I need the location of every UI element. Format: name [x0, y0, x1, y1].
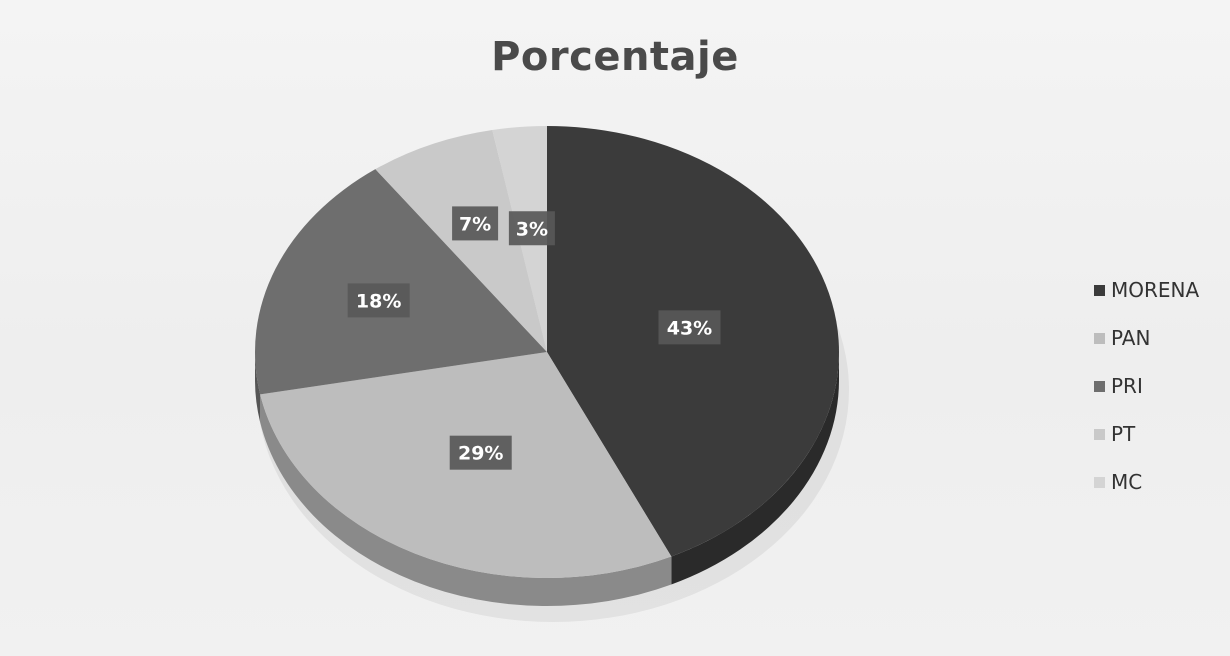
data-label-pt: 7%	[452, 206, 499, 241]
pie-side-pan	[260, 394, 672, 606]
legend-item-pan: PAN	[1094, 314, 1214, 362]
legend-swatch-pt	[1094, 428, 1105, 440]
legend-swatch-pan	[1094, 332, 1105, 344]
data-label-pri: 18%	[347, 283, 410, 318]
legend-item-pt: PT	[1094, 410, 1214, 458]
legend: MORENA PAN PRI PT MC	[1094, 266, 1214, 506]
legend-swatch-mc	[1094, 476, 1105, 488]
svg-text:3%: 3%	[516, 218, 548, 240]
pie-side-walls	[255, 352, 839, 606]
legend-label-pt: PT	[1111, 422, 1136, 446]
svg-text:29%: 29%	[458, 443, 503, 465]
pie-slice-pri	[254, 169, 547, 395]
legend-label-morena: MORENA	[1111, 278, 1200, 302]
legend-swatch-morena	[1094, 284, 1105, 296]
svg-text:43%: 43%	[667, 317, 712, 339]
data-label-mc: 3%	[508, 211, 555, 246]
legend-item-pri: PRI	[1094, 362, 1214, 410]
pie-side-pri	[255, 352, 261, 423]
pie-slice-pt	[375, 130, 547, 352]
legend-label-mc: MC	[1111, 470, 1143, 494]
legend-item-mc: MC	[1094, 458, 1214, 506]
svg-text:18%: 18%	[356, 290, 401, 312]
data-label-morena: 43%	[658, 310, 721, 345]
legend-label-pan: PAN	[1111, 326, 1151, 350]
data-label-pan: 29%	[449, 435, 512, 470]
chart-title: Porcentaje	[491, 34, 739, 80]
legend-swatch-pri	[1094, 380, 1105, 392]
svg-text:7%: 7%	[459, 213, 491, 235]
pie-side-morena	[671, 352, 839, 585]
legend-label-pri: PRI	[1111, 374, 1143, 398]
legend-item-morena: MORENA	[1094, 266, 1214, 314]
